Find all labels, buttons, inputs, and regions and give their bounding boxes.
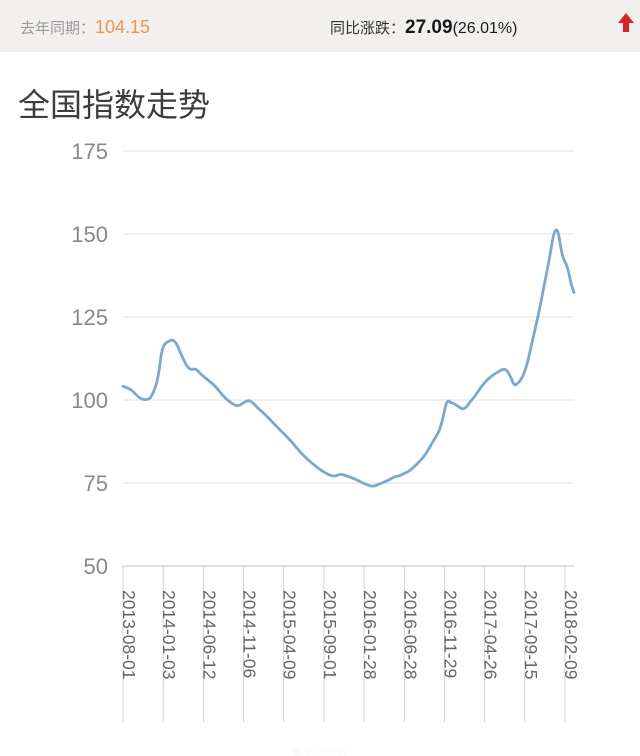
- svg-text:2014-06-12: 2014-06-12: [199, 590, 219, 680]
- svg-text:50: 50: [84, 554, 108, 579]
- svg-text:100: 100: [71, 388, 108, 413]
- svg-text:2013-08-01: 2013-08-01: [119, 590, 139, 680]
- svg-text:2015-04-09: 2015-04-09: [280, 590, 300, 680]
- svg-text:2016-06-28: 2016-06-28: [400, 590, 420, 680]
- svg-text:2016-01-28: 2016-01-28: [360, 590, 380, 680]
- svg-text:125: 125: [71, 305, 108, 330]
- svg-text:75: 75: [84, 471, 108, 496]
- svg-text:175: 175: [71, 139, 108, 164]
- svg-text:150: 150: [71, 222, 108, 247]
- svg-text:2015-09-01: 2015-09-01: [320, 590, 340, 680]
- svg-text:2018-02-09: 2018-02-09: [561, 590, 581, 680]
- svg-text:2014-01-03: 2014-01-03: [159, 590, 179, 680]
- svg-text:2014-11-06: 2014-11-06: [240, 590, 260, 678]
- svg-text:2017-04-26: 2017-04-26: [481, 590, 501, 680]
- svg-text:2017-09-15: 2017-09-15: [521, 590, 541, 680]
- svg-text:2016-11-29: 2016-11-29: [441, 590, 461, 678]
